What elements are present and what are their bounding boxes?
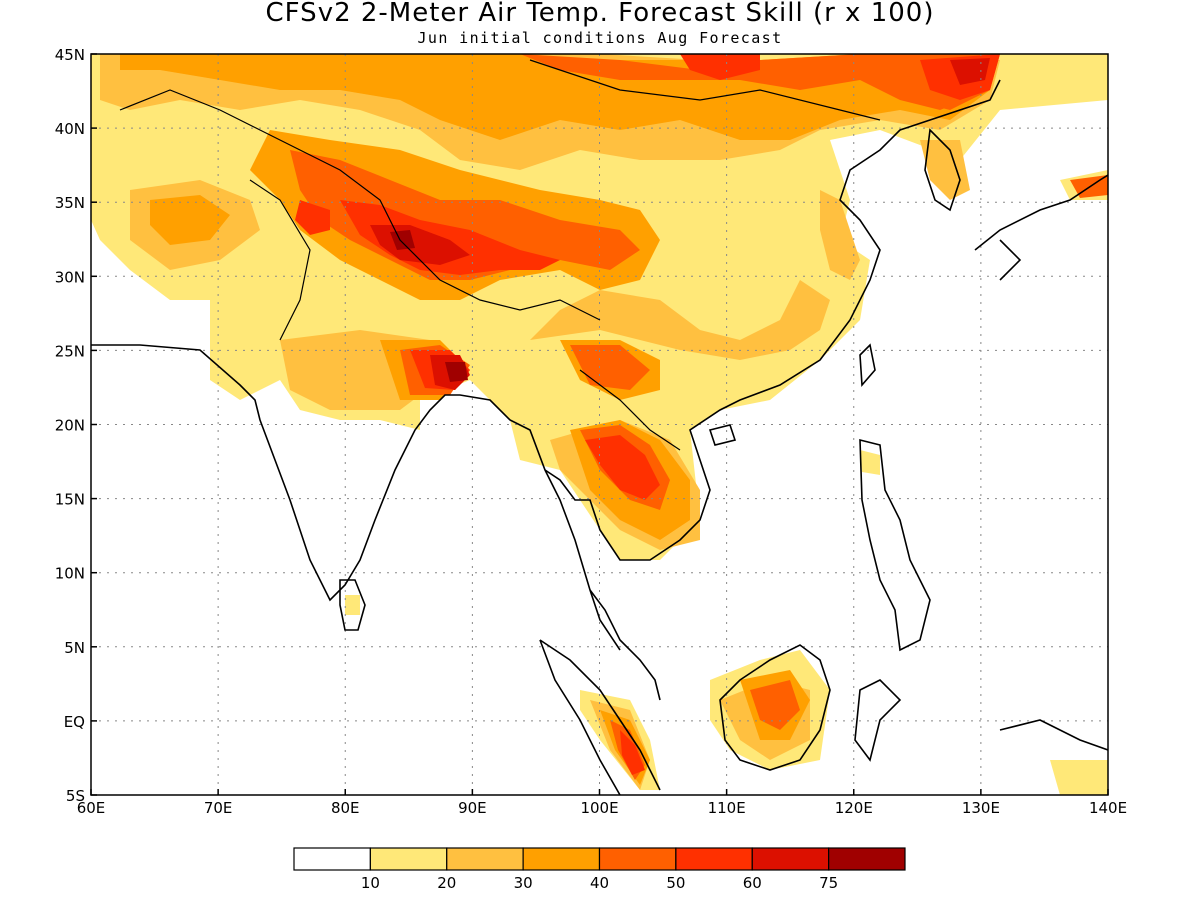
y-tick-label: 10N <box>55 565 85 583</box>
x-tick-label: 110E <box>708 799 746 817</box>
skill-shading <box>91 54 1108 795</box>
y-tick-label: 45N <box>55 46 85 64</box>
colorbar-label: 10 <box>361 874 380 892</box>
colorbar: 10 20 30 40 50 60 75 <box>293 847 906 892</box>
y-tick-label: 40N <box>55 120 85 138</box>
figure-subtitle: Jun initial conditions Aug Forecast <box>417 29 783 47</box>
colorbar-swatch <box>369 847 448 871</box>
y-tick-label: 20N <box>55 417 85 435</box>
colorbar-swatch <box>522 847 601 871</box>
x-tick-label: 80E <box>331 799 360 817</box>
x-tick-label: 130E <box>962 799 1000 817</box>
colorbar-swatch <box>675 847 753 871</box>
colorbar-swatch <box>293 847 371 871</box>
figure-title: CFSv2 2-Meter Air Temp. Forecast Skill (… <box>265 0 935 28</box>
colorbar-swatch <box>446 847 524 871</box>
x-tick-label: 140E <box>1089 799 1127 817</box>
y-tick-label: 5N <box>64 639 85 657</box>
x-tick-label: 60E <box>77 799 106 817</box>
x-tick-label: 100E <box>580 799 618 817</box>
grid-lines <box>91 54 1108 795</box>
colorbar-swatch <box>751 847 830 871</box>
y-tick-label: 5S <box>66 787 85 805</box>
colorbar-label: 30 <box>514 874 533 892</box>
skill-level-75-plus <box>390 230 468 382</box>
x-tick-label: 90E <box>458 799 487 817</box>
x-tick-label: 120E <box>835 799 873 817</box>
colorbar-swatch <box>598 847 677 871</box>
colorbar-label: 75 <box>819 874 838 892</box>
y-tick-label: 25N <box>55 342 85 360</box>
colorbar-label: 20 <box>437 874 456 892</box>
coastlines <box>91 59 1108 795</box>
y-tick-label: 30N <box>55 268 85 286</box>
colorbar-label: 60 <box>743 874 762 892</box>
x-axis: 60E 70E 80E 90E 100E 110E 120E 130E 140E <box>77 789 1127 817</box>
colorbar-swatch <box>828 847 906 871</box>
x-tick-label: 70E <box>204 799 233 817</box>
colorbar-label: 50 <box>666 874 685 892</box>
y-tick-label: 15N <box>55 491 85 509</box>
y-tick-label: 35N <box>55 194 85 212</box>
colorbar-label: 40 <box>590 874 609 892</box>
y-axis: 5S EQ 5N 10N 15N 20N 25N 30N 35N 40N 45N <box>55 46 97 805</box>
y-tick-label: EQ <box>64 713 85 731</box>
